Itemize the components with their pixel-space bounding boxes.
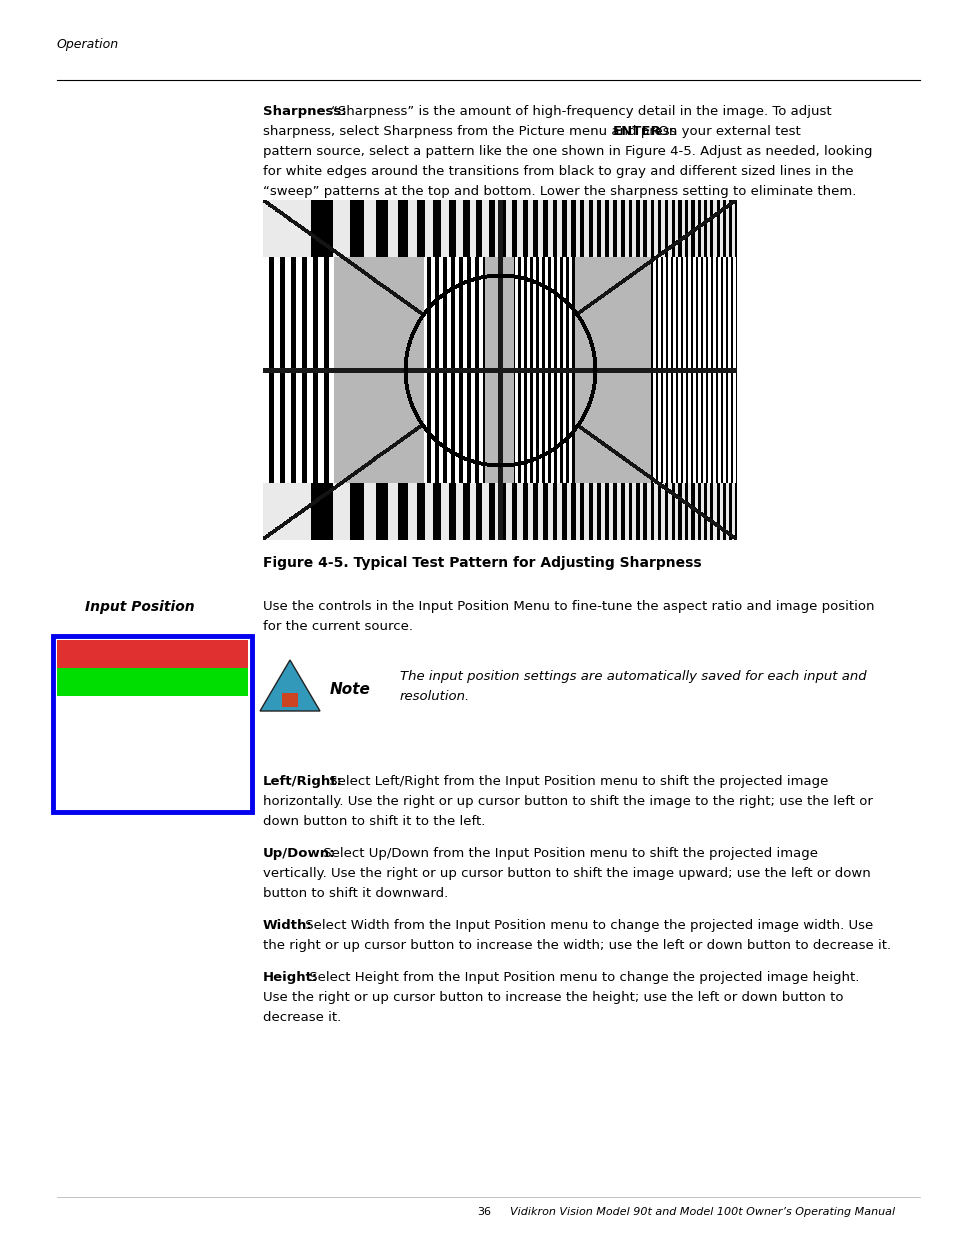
Text: Up/Down: Up/Down (119, 704, 186, 718)
Text: down button to shift it to the left.: down button to shift it to the left. (263, 815, 485, 827)
Text: Height: Height (128, 761, 177, 773)
Text: . On your external test: . On your external test (649, 125, 800, 138)
Text: Width:: Width: (263, 919, 313, 932)
Text: Sharpness:: Sharpness: (263, 105, 346, 119)
Bar (57, 697, 248, 724)
Text: Select Up/Down from the Input Position menu to shift the projected image: Select Up/Down from the Input Position m… (318, 847, 817, 860)
Bar (57, 781, 248, 808)
Text: Height:: Height: (263, 971, 318, 984)
Text: the right or up cursor button to increase the width; use the left or down button: the right or up cursor button to increas… (263, 939, 890, 952)
Bar (57, 752, 248, 781)
Text: for the current source.: for the current source. (263, 620, 413, 634)
Text: “sweep” patterns at the top and bottom. Lower the sharpness setting to eliminate: “sweep” patterns at the top and bottom. … (263, 185, 856, 198)
Text: Select Height from the Input Position menu to change the projected image height.: Select Height from the Input Position me… (305, 971, 859, 984)
Bar (57, 668, 248, 697)
Text: Operation: Operation (57, 38, 119, 51)
Text: resolution.: resolution. (399, 690, 470, 703)
Text: ENTER: ENTER (613, 125, 661, 138)
Text: vertically. Use the right or up cursor button to shift the image upward; use the: vertically. Use the right or up cursor b… (263, 867, 870, 881)
Text: pattern source, select a pattern like the one shown in Figure 4-5. Adjust as nee: pattern source, select a pattern like th… (263, 144, 872, 158)
Text: Input Position: Input Position (85, 600, 194, 614)
Bar (282, 693, 297, 706)
Text: Note: Note (330, 682, 371, 697)
Text: Overscan: Overscan (117, 788, 187, 802)
Text: 36: 36 (476, 1207, 491, 1216)
Text: The input position settings are automatically saved for each input and: The input position settings are automati… (399, 671, 865, 683)
Text: horizontally. Use the right or up cursor button to shift the image to the right;: horizontally. Use the right or up cursor… (263, 795, 872, 808)
Text: for white edges around the transitions from black to gray and different sized li: for white edges around the transitions f… (263, 165, 853, 178)
Text: sharpness, select Sharpness from the Picture menu and press: sharpness, select Sharpness from the Pic… (263, 125, 680, 138)
Text: button to shift it downward.: button to shift it downward. (263, 887, 448, 900)
Polygon shape (260, 659, 319, 711)
Bar (53, 636, 252, 811)
Bar (57, 640, 248, 668)
Bar (57, 724, 248, 752)
Text: Select Width from the Input Position menu to change the projected image width. U: Select Width from the Input Position men… (301, 919, 872, 932)
Text: Figure 4-5. Typical Test Pattern for Adjusting Sharpness: Figure 4-5. Typical Test Pattern for Adj… (263, 556, 700, 571)
Text: Select Left/Right from the Input Position menu to shift the projected image: Select Left/Right from the Input Positio… (325, 776, 827, 788)
Text: Left/Right: Left/Right (115, 677, 190, 689)
Text: Use the controls in the Input Position Menu to fine-tune the aspect ratio and im: Use the controls in the Input Position M… (263, 600, 874, 613)
Text: Use the right or up cursor button to increase the height; use the left or down b: Use the right or up cursor button to inc… (263, 990, 842, 1004)
Text: Left/Right:: Left/Right: (263, 776, 342, 788)
Text: decrease it.: decrease it. (263, 1011, 341, 1024)
Text: Width: Width (131, 732, 174, 746)
Text: “Sharpness” is the amount of high-frequency detail in the image. To adjust: “Sharpness” is the amount of high-freque… (331, 105, 831, 119)
Text: Up/Down:: Up/Down: (263, 847, 335, 860)
Text: Input Position: Input Position (100, 648, 205, 662)
Text: Vidikron Vision Model 90t and Model 100t Owner’s Operating Manual: Vidikron Vision Model 90t and Model 100t… (510, 1207, 894, 1216)
